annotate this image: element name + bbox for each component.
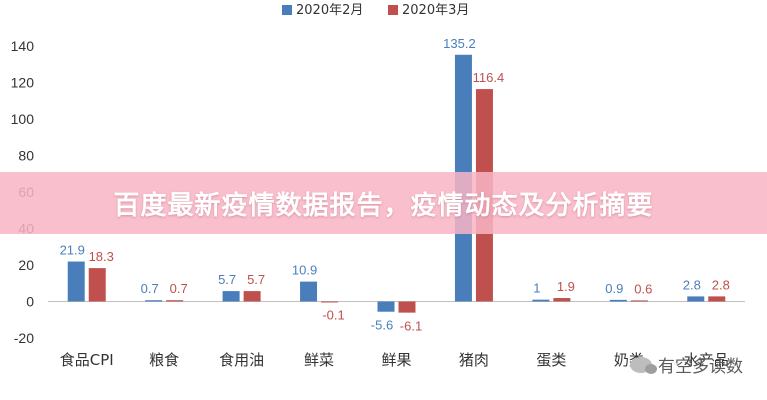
data-label: 135.2 xyxy=(443,36,476,51)
data-label: 2.8 xyxy=(683,277,701,292)
legend-swatch xyxy=(282,5,292,15)
category-label: 鲜果 xyxy=(381,351,411,369)
bar xyxy=(88,268,106,302)
bar xyxy=(609,299,627,302)
category-label: 粮食 xyxy=(149,351,179,369)
legend-swatch xyxy=(388,5,398,15)
watermark-text: 有空多读数 xyxy=(658,357,743,377)
bar xyxy=(300,281,318,302)
y-tick-label: -20 xyxy=(14,330,34,346)
data-label: 5.7 xyxy=(218,272,236,287)
bar xyxy=(222,291,240,302)
bar xyxy=(321,301,339,303)
bar xyxy=(377,301,395,312)
bar xyxy=(243,291,261,302)
data-label: 0.7 xyxy=(141,281,159,296)
y-tick-label: 120 xyxy=(11,75,35,91)
data-label: -0.1 xyxy=(322,308,344,323)
bar xyxy=(145,300,163,302)
category-label: 蛋类 xyxy=(536,351,566,369)
data-label: 5.7 xyxy=(247,272,265,287)
bar xyxy=(630,300,648,302)
watermark: 有空多读数 xyxy=(630,352,743,377)
y-tick-label: 80 xyxy=(18,148,34,164)
banner-title: 百度最新疫情数据报告，疫情动态及分析摘要 xyxy=(113,190,654,221)
y-tick-label: 0 xyxy=(26,294,34,310)
data-label: 0.7 xyxy=(170,281,188,296)
data-label: 0.6 xyxy=(634,281,652,296)
data-label: 2.8 xyxy=(712,277,730,292)
data-label: 1.9 xyxy=(557,279,575,294)
data-label: 0.9 xyxy=(605,281,623,296)
bar xyxy=(67,261,85,302)
legend-label: 2020年3月 xyxy=(402,3,469,18)
category-label: 食用油 xyxy=(219,351,264,369)
y-tick-label: 140 xyxy=(11,38,35,54)
bar xyxy=(708,296,726,302)
data-label: 21.9 xyxy=(60,243,85,258)
category-label: 食品CPI xyxy=(60,351,114,369)
bar xyxy=(166,300,184,302)
bar xyxy=(398,301,416,313)
category-label: 水产品 xyxy=(684,351,729,369)
wechat-icon xyxy=(630,356,657,374)
data-label: -6.1 xyxy=(400,319,422,334)
category-label: 鲜菜 xyxy=(304,351,334,369)
bar xyxy=(553,298,571,302)
legend-label: 2020年2月 xyxy=(296,3,363,18)
category-label: 猪肉 xyxy=(459,351,489,369)
data-label: -5.6 xyxy=(371,318,393,333)
data-label: 116.4 xyxy=(473,70,505,85)
data-label: 18.3 xyxy=(89,249,114,264)
title-banner: 百度最新疫情数据报告，疫情动态及分析摘要 xyxy=(0,172,767,234)
bar xyxy=(687,296,705,302)
y-tick-label: 100 xyxy=(11,111,35,127)
data-label: 1 xyxy=(533,281,540,296)
y-tick-label: 20 xyxy=(18,257,34,273)
data-label: 10.9 xyxy=(292,263,317,278)
bar xyxy=(532,299,550,302)
